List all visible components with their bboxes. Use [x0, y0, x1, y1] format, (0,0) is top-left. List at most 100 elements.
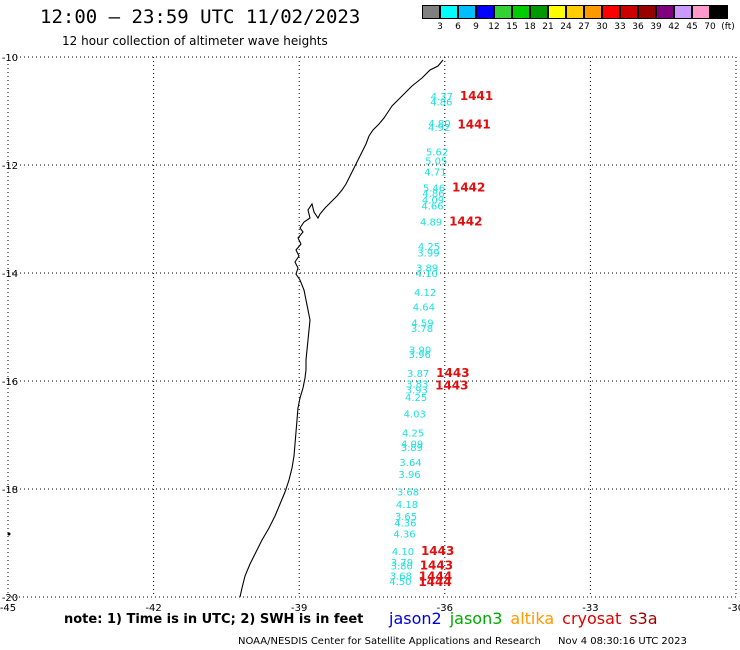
color-swatch [710, 5, 728, 19]
color-scale-label: 36 [632, 22, 644, 32]
color-scale-label: 12 [488, 22, 500, 32]
wave-height-label: 4.59 [411, 319, 433, 330]
color-swatch [602, 5, 620, 19]
wave-height-label: 3.99 [417, 248, 439, 259]
wave-height-label: 4.80 [428, 119, 450, 130]
wave-height-label: 4.92 [428, 123, 450, 134]
wave-height-label: 4.36 [393, 529, 415, 540]
footer-timestamp: Nov 4 08:30:16 UTC 2023 [558, 636, 687, 647]
footer-credit: NOAA/NESDIS Center for Satellite Applica… [238, 636, 541, 647]
wave-height-label: 4.36 [394, 518, 416, 529]
pass-number-label: 1442 [449, 215, 482, 229]
legend-item-altika: altika [510, 609, 555, 628]
pass-number-label: 1444 [419, 569, 452, 583]
pass-number-label: 1444 [418, 575, 451, 589]
latitude-label: -20 [2, 593, 18, 604]
wave-height-label: 3.90 [409, 346, 431, 357]
graticule [7, 56, 737, 598]
legend-item-jason3: jason3 [449, 609, 503, 628]
pass-number-label: 1442 [452, 181, 485, 195]
units-note: note: 1) Time is in UTC; 2) SWH is in fe… [64, 612, 364, 627]
wave-height-label: 3.89 [401, 443, 423, 454]
wave-height-label: 4.50 [389, 577, 411, 588]
wave-height-label: 3.68 [390, 571, 412, 582]
color-scale-label: 42 [668, 22, 680, 32]
longitude-label: -33 [582, 603, 598, 614]
wave-height-label: 3.89 [416, 264, 438, 275]
wave-height-label: 4.37 [431, 92, 453, 103]
color-swatch [692, 5, 710, 19]
pass-number-label: 1441 [457, 118, 490, 132]
color-scale-label: 15 [506, 22, 518, 32]
color-scale-label: 45 [686, 22, 698, 32]
color-swatch [422, 5, 440, 19]
color-swatch [620, 5, 638, 19]
latitude-label: -14 [2, 269, 18, 280]
wave-height-label: 4.66 [421, 202, 443, 213]
footer: NOAA/NESDIS Center for Satellite Applica… [238, 636, 687, 647]
wave-height-label: 4.86 [422, 189, 444, 200]
wave-height-label: 5.46 [423, 184, 445, 195]
wave-height-label: 3.78 [411, 324, 433, 335]
satellite-legend: jason2 jason3 altika cryosat s3a [389, 609, 666, 628]
wave-height-label: 3.96 [398, 470, 420, 481]
color-swatch [530, 5, 548, 19]
wave-height-label: 4.03 [404, 409, 426, 420]
pass-number-label: 1443 [435, 378, 468, 392]
pass-number-label: 1443 [420, 559, 453, 573]
wave-height-label: 4.64 [413, 302, 435, 313]
color-swatch [584, 5, 602, 19]
color-scale-label: 21 [542, 22, 554, 32]
legend-item-cryosat: cryosat [562, 609, 622, 628]
wave-height-label: 3.65 [395, 512, 417, 523]
wave-height-label: 4.86 [430, 97, 452, 108]
wave-height-label: 4.89 [420, 218, 442, 229]
wave-height-label: 4.09 [401, 440, 423, 451]
color-scale-label: 33 [614, 22, 626, 32]
wave-height-label: 3.87 [407, 369, 429, 380]
color-swatch [476, 5, 494, 19]
color-scale-label: 30 [596, 22, 608, 32]
wave-height-label: 5.05 [425, 157, 447, 168]
color-swatch [494, 5, 512, 19]
wave-height-label: 3.83 [406, 380, 428, 391]
color-swatch [674, 5, 692, 19]
wave-height-label: 4.09 [422, 196, 444, 207]
pass-number-label: 1443 [436, 366, 469, 380]
wave-height-label: 4.10 [392, 547, 414, 558]
color-swatch [458, 5, 476, 19]
wave-height-label: 4.71 [424, 167, 446, 178]
map-subtitle: 12 hour collection of altimeter wave hei… [62, 34, 328, 48]
map-title: 12:00 — 23:59 UTC 11/02/2023 [40, 6, 361, 28]
color-scale-label: 9 [473, 22, 479, 32]
wave-height-labels: 4.374.864.804.925.625.054.715.464.864.09… [389, 92, 453, 588]
wave-height-label: 3.79 [391, 558, 413, 569]
coastline [239, 59, 444, 598]
map-frame [7, 56, 737, 598]
wave-height-label: 3.96 [409, 350, 431, 361]
pass-number-label: 1443 [421, 544, 454, 558]
color-swatch [638, 5, 656, 19]
color-swatch [512, 5, 530, 19]
wave-height-label: 4.25 [405, 393, 427, 404]
color-scale-label: 18 [524, 22, 536, 32]
color-scale-label: 3 [437, 22, 443, 32]
island-marker [7, 532, 11, 536]
longitude-label: -36 [437, 603, 453, 614]
wave-height-label: 3.64 [399, 458, 421, 469]
longitude-label: -30 [728, 603, 740, 614]
wave-height-label: 4.10 [416, 269, 438, 280]
legend-item-s3a: s3a [629, 609, 658, 628]
wave-height-label: 3.68 [397, 488, 419, 499]
color-swatch [656, 5, 674, 19]
color-scale-label: 6 [455, 22, 461, 32]
color-swatch [440, 5, 458, 19]
color-scale-label: 39 [650, 22, 662, 32]
longitude-label: -42 [145, 603, 161, 614]
latitude-label: -16 [2, 377, 18, 388]
longitude-labels: -45 -42 -39 -36 -33 -30 [0, 603, 740, 614]
wave-height-label: 4.12 [414, 288, 436, 299]
latitude-labels: -10 -12 -14 -16 -18 -20 [2, 53, 18, 604]
